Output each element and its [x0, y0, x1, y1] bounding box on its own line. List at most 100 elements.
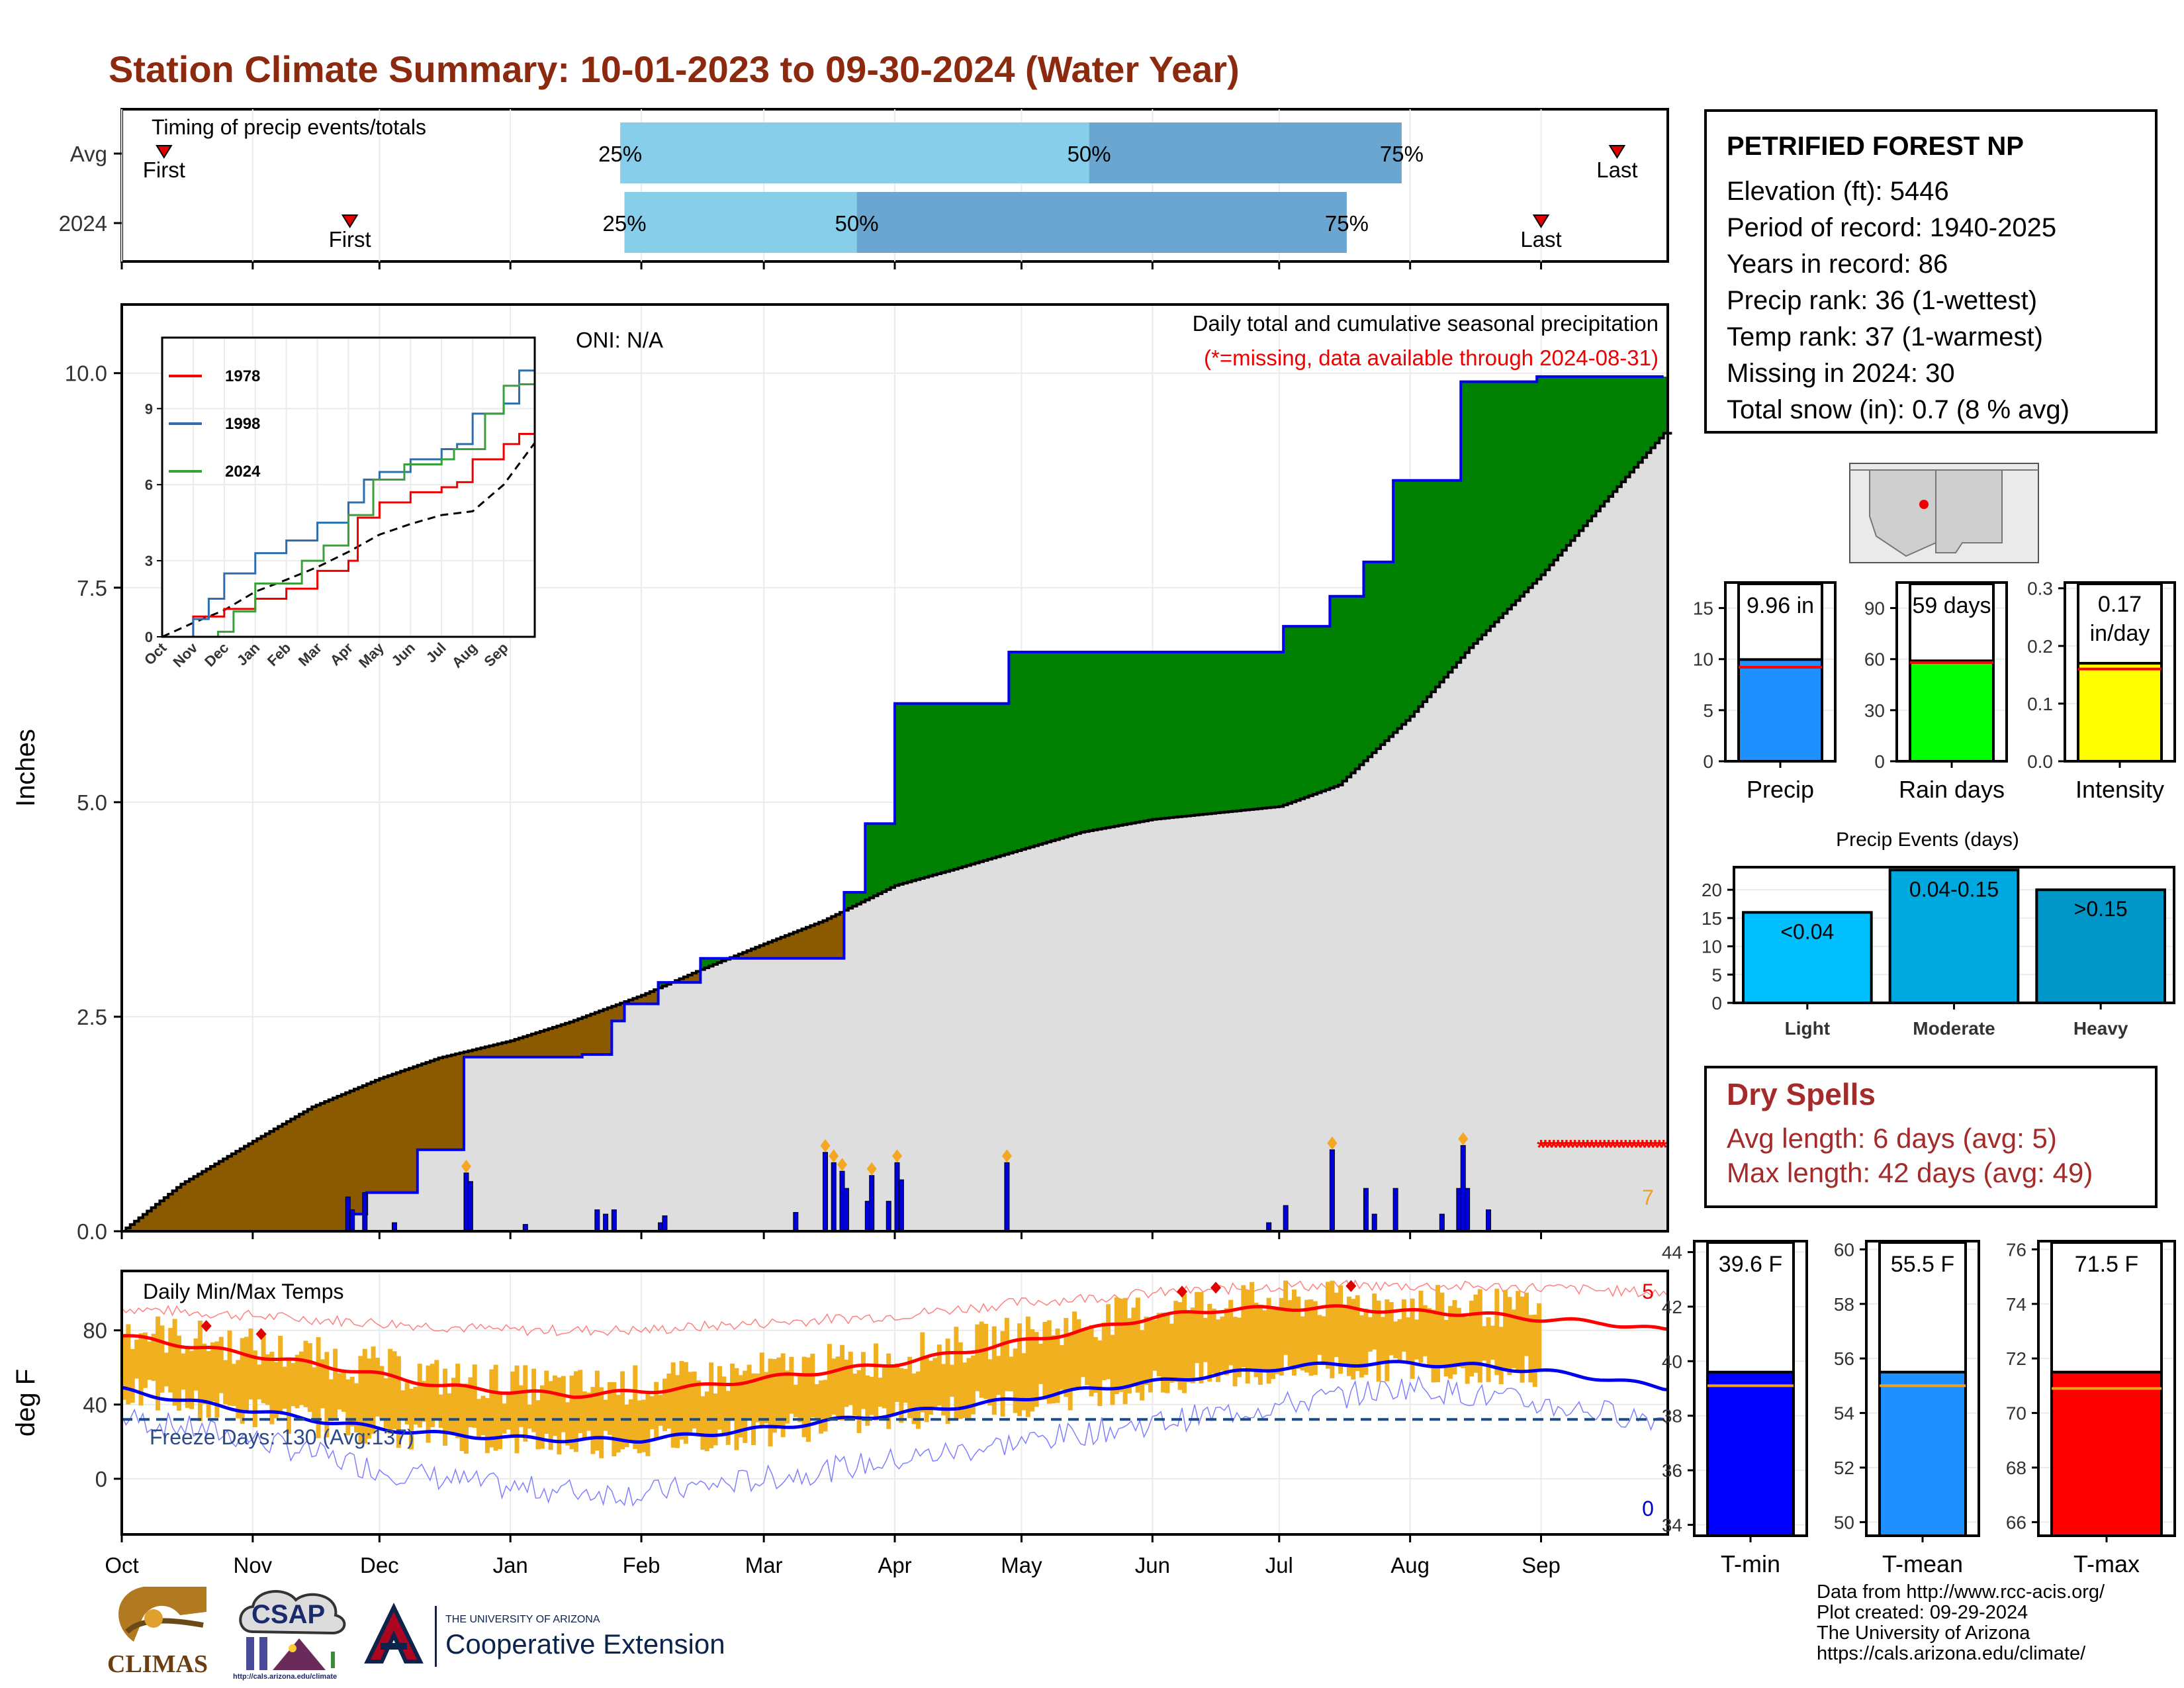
above-average-fill [704, 958, 709, 968]
above-average-fill [1498, 381, 1504, 618]
above-average-fill [1076, 652, 1081, 834]
above-average-fill [1587, 376, 1592, 521]
daily-temp-bar [261, 1333, 266, 1403]
daily-temp-bar [400, 1390, 406, 1419]
above-average-fill [1021, 652, 1026, 850]
above-average-fill [1511, 381, 1516, 605]
heavy-event-marker [837, 1158, 848, 1172]
daily-temp-bar [210, 1342, 216, 1402]
above-average-fill [1363, 561, 1369, 761]
above-average-fill [1490, 381, 1495, 627]
daily-temp-bar [349, 1376, 355, 1427]
below-average-fill [320, 1103, 325, 1231]
x-tick-label: Apr [878, 1553, 911, 1577]
daily-temp-bar [785, 1370, 790, 1424]
summary-value-text: 59 days [1912, 593, 1991, 618]
daily-temp-bar [240, 1338, 245, 1424]
summary-y-tick-label: 50 [1834, 1512, 1854, 1532]
daily-temp-bar [1165, 1315, 1170, 1393]
missing-marker: * [1613, 1135, 1621, 1159]
daily-temp-bar [755, 1373, 760, 1423]
daily-temp-bar [430, 1364, 435, 1427]
missing-marker: * [1630, 1135, 1639, 1159]
daily-temp-bar [569, 1376, 574, 1450]
dry-spells-avg: Avg length: 6 days (avg: 5) [1727, 1123, 2057, 1154]
above-average-fill [1131, 652, 1136, 823]
heavy-event-marker [829, 1149, 839, 1163]
daily-temp-bar [633, 1365, 638, 1449]
precip-count-label: 7 [1642, 1186, 1654, 1209]
summary-y-tick-label: 10 [1693, 649, 1713, 670]
below-average-fill [544, 1029, 549, 1057]
above-average-fill [1271, 652, 1276, 808]
credits: Data from http://www.rcc-acis.org/ Plot … [1817, 1582, 2105, 1664]
daily-temp-bar [518, 1385, 523, 1427]
below-average-fill [227, 1156, 232, 1231]
daily-temp-bar [265, 1354, 270, 1405]
daily-temp-bar [603, 1399, 608, 1431]
below-average-fill [214, 1164, 220, 1231]
missing-marker: * [1596, 1135, 1605, 1159]
summary-y-tick-label: 66 [2006, 1512, 2026, 1532]
above-average-fill [1578, 376, 1584, 531]
daily-temp-bar [514, 1365, 520, 1454]
below-average-fill [181, 1184, 186, 1231]
daily-temp-bar [1021, 1353, 1026, 1411]
record-high-marker [1177, 1286, 1188, 1298]
above-average-fill [1093, 652, 1098, 830]
daily-temp-bar [413, 1387, 418, 1425]
daily-temp-bar [679, 1361, 684, 1440]
ua-a-icon [364, 1603, 424, 1664]
x-tick-label: Dec [360, 1553, 399, 1577]
missing-marker: * [1563, 1135, 1571, 1159]
daily-temp-bar [1351, 1299, 1356, 1380]
timing-q25-label: 25% [598, 142, 642, 166]
csap-logo: CSAP http://cals.arizona.edu/climate [233, 1585, 352, 1685]
daily-temp-bar [244, 1336, 250, 1412]
above-average-fill [1220, 652, 1225, 813]
temp-count-bottom: 0 [1642, 1497, 1654, 1521]
daily-temp-bar [1127, 1318, 1132, 1393]
below-average-fill [738, 954, 743, 959]
above-average-fill [970, 703, 976, 865]
daily-temp-bar [941, 1364, 946, 1416]
below-average-fill [126, 1227, 131, 1231]
daily-temp-bar [1207, 1303, 1212, 1382]
above-average-fill [852, 892, 858, 906]
daily-temp-bar [578, 1370, 583, 1433]
daily-temp-bar [404, 1382, 410, 1425]
daily-temp-bar [438, 1394, 443, 1428]
daily-temp-bar [805, 1357, 811, 1442]
daily-temp-bar [734, 1368, 739, 1450]
below-average-fill [176, 1187, 181, 1231]
summary-y-tick-label: 0.1 [2027, 694, 2053, 714]
y-tick-label: 0 [95, 1467, 107, 1491]
daily-temp-bar [1253, 1302, 1259, 1378]
daily-temp-bar [417, 1364, 422, 1428]
daily-temp-bar [751, 1373, 756, 1446]
below-average-fill [269, 1131, 275, 1231]
daily-temp-bar [409, 1388, 414, 1450]
csap-url: http://cals.arizona.edu/climate [233, 1673, 338, 1681]
above-average-fill [1406, 480, 1411, 721]
summary-bar [1737, 658, 1823, 763]
daily-temp-bar [1000, 1331, 1005, 1417]
daily-temp-bar [126, 1324, 131, 1405]
above-average-fill [1532, 381, 1537, 584]
daily-temp-bar [991, 1326, 997, 1415]
x-tick-label: Jun [1135, 1553, 1170, 1577]
above-average-fill [929, 703, 934, 876]
summary-y-tick-label: 76 [2006, 1239, 2026, 1260]
above-average-fill [865, 823, 870, 900]
above-average-fill [1283, 626, 1289, 806]
above-average-fill [1592, 376, 1597, 516]
avg-tmin-line [121, 1360, 1668, 1444]
daily-temp-bar [1275, 1307, 1280, 1374]
daily-temp-bar [138, 1333, 144, 1406]
climas-emblem-icon [118, 1587, 206, 1642]
daily-temp-bar [371, 1346, 376, 1434]
timing-last-label: Last [1520, 227, 1561, 252]
above-average-fill [1055, 652, 1060, 840]
above-average-fill [1195, 652, 1200, 816]
above-average-fill [1000, 703, 1005, 856]
